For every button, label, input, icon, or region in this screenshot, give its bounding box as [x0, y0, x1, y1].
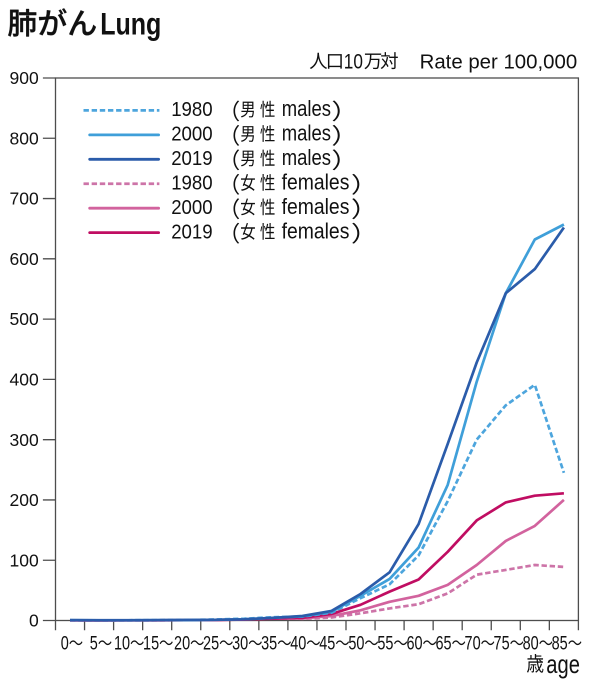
- svg-text:females: females: [282, 219, 350, 243]
- svg-text:15: 15: [143, 633, 159, 654]
- svg-text:300: 300: [9, 430, 38, 450]
- svg-text:500: 500: [9, 309, 38, 329]
- svg-text:males: males: [282, 98, 331, 122]
- svg-text:2019: 2019: [171, 147, 212, 170]
- svg-text:females: females: [282, 195, 350, 219]
- svg-text:5: 5: [90, 633, 98, 654]
- svg-text:70: 70: [465, 633, 481, 654]
- svg-text:2000: 2000: [171, 123, 212, 146]
- svg-text:1980: 1980: [171, 98, 212, 121]
- svg-text:75: 75: [494, 633, 510, 654]
- svg-text:200: 200: [9, 490, 38, 510]
- svg-text:900: 900: [9, 68, 38, 88]
- svg-text:2019: 2019: [171, 220, 212, 243]
- svg-text:50: 50: [348, 633, 364, 654]
- svg-text:0: 0: [61, 633, 69, 654]
- svg-text:100: 100: [9, 550, 38, 570]
- svg-text:2000: 2000: [171, 196, 212, 219]
- svg-text:35: 35: [261, 633, 277, 654]
- svg-text:400: 400: [9, 370, 38, 390]
- svg-text:20: 20: [174, 633, 190, 654]
- svg-text:0: 0: [29, 611, 39, 631]
- svg-text:60: 60: [406, 633, 422, 654]
- svg-text:age: age: [546, 650, 580, 679]
- svg-text:800: 800: [9, 128, 38, 148]
- svg-text:600: 600: [9, 249, 38, 269]
- svg-text:males: males: [282, 146, 331, 170]
- svg-text:80: 80: [523, 633, 539, 654]
- svg-text:45: 45: [319, 633, 335, 654]
- svg-text:55: 55: [377, 633, 393, 654]
- svg-text:40: 40: [290, 633, 306, 654]
- svg-text:10: 10: [344, 50, 363, 74]
- svg-text:Rate per 100,000: Rate per 100,000: [420, 51, 578, 73]
- svg-text:65: 65: [435, 633, 451, 654]
- svg-text:1980: 1980: [171, 171, 212, 194]
- svg-text:males: males: [282, 122, 331, 146]
- svg-text:30: 30: [232, 633, 248, 654]
- svg-text:Lung: Lung: [100, 7, 161, 43]
- svg-text:85: 85: [552, 633, 568, 654]
- svg-text:700: 700: [9, 189, 38, 209]
- svg-text:females: females: [282, 170, 350, 194]
- svg-text:10: 10: [114, 633, 130, 654]
- svg-text:25: 25: [203, 633, 219, 654]
